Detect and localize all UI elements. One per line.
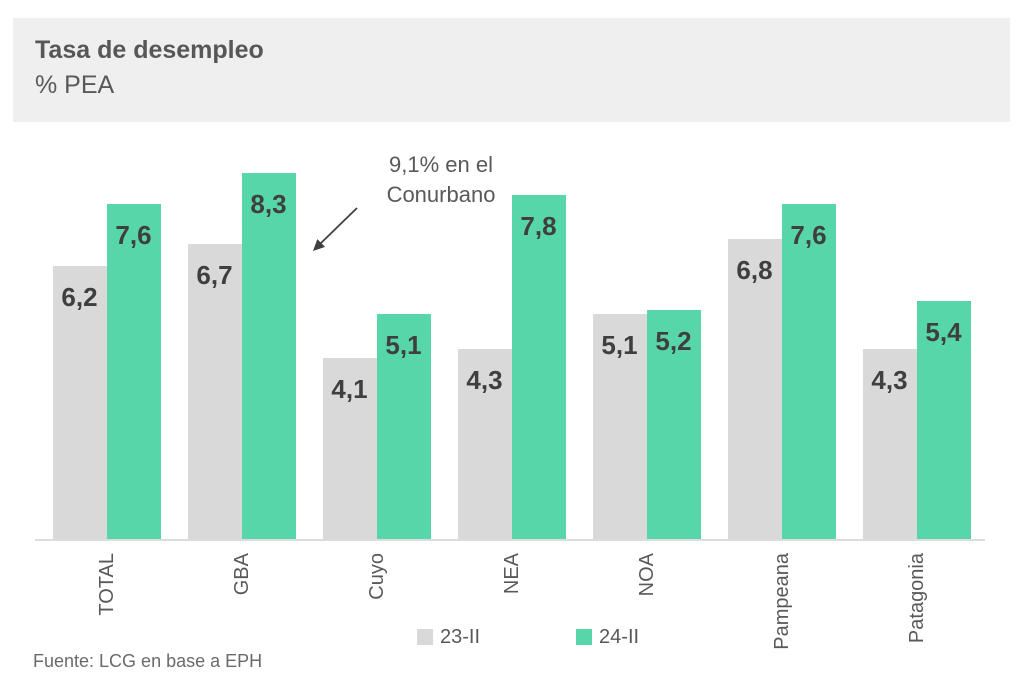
x-axis-label-GBA: GBA <box>230 553 253 596</box>
bar-24-II-NEA: 7,8 <box>511 195 566 539</box>
bar-value-label-23-II-Cuyo: 4,1 <box>331 374 368 404</box>
annotation-conurbano: 9,1% en el Conurbano <box>356 150 526 210</box>
x-axis-line <box>35 539 985 541</box>
bar-23-II-NOA: 5,1 <box>592 314 647 539</box>
bar-24-II-Pampeana: 7,6 <box>781 204 836 539</box>
source-note: Fuente: LCG en base a EPH <box>33 651 263 671</box>
annotation-line2: Conurbano <box>386 182 496 207</box>
x-axis-label-Cuyo: Cuyo <box>365 553 388 600</box>
bar-value-label-23-II-TOTAL: 6,2 <box>61 282 98 312</box>
bar-value-label-24-II-NOA: 5,2 <box>655 326 692 356</box>
bar-value-label-24-II-TOTAL: 7,6 <box>115 220 152 250</box>
legend-label-23-II: 23-II <box>440 626 481 648</box>
bar-value-label-23-II-Pampeana: 6,8 <box>736 255 773 285</box>
bar-value-label-23-II-GBA: 6,7 <box>196 260 233 290</box>
bar-24-II-NOA: 5,2 <box>646 310 701 539</box>
legend-item-23-II: 23-II <box>417 626 481 648</box>
bar-value-label-24-II-NEA: 7,8 <box>520 211 557 241</box>
chart-title: Tasa de desempleo <box>35 36 264 64</box>
bar-23-II-Pampeana: 6,8 <box>727 239 782 539</box>
x-axis-label-NOA: NOA <box>635 553 658 597</box>
legend-label-24-II: 24-II <box>599 626 640 648</box>
bar-value-label-24-II-GBA: 8,3 <box>250 189 287 219</box>
bar-value-label-23-II-Patagonia: 4,3 <box>871 365 908 395</box>
bar-value-label-24-II-Pampeana: 7,6 <box>790 220 827 250</box>
bar-23-II-Cuyo: 4,1 <box>322 358 377 539</box>
bar-24-II-TOTAL: 7,6 <box>106 204 161 539</box>
x-axis-label-Patagonia: Patagonia <box>905 553 928 644</box>
chart-header: Tasa de desempleo % PEA <box>13 18 1010 122</box>
bar-value-label-23-II-NOA: 5,1 <box>601 330 638 360</box>
bar-24-II-GBA: 8,3 <box>241 173 296 539</box>
legend-item-24-II: 24-II <box>576 626 640 648</box>
bar-24-II-Patagonia: 5,4 <box>916 301 971 539</box>
x-axis-label-Pampeana: Pampeana <box>770 553 793 650</box>
legend-swatch-23-II <box>417 629 433 645</box>
bar-value-label-24-II-Cuyo: 5,1 <box>385 330 422 360</box>
bar-value-label-24-II-Patagonia: 5,4 <box>925 317 962 347</box>
legend-swatch-24-II <box>576 629 593 645</box>
bar-23-II-TOTAL: 6,2 <box>52 266 107 539</box>
bar-23-II-NEA: 4,3 <box>457 349 512 539</box>
bar-23-II-GBA: 6,7 <box>187 244 242 539</box>
bar-value-label-23-II-NEA: 4,3 <box>466 365 503 395</box>
chart-subtitle: % PEA <box>35 71 115 99</box>
legend: 23-II 24-II <box>417 626 640 648</box>
bar-24-II-Cuyo: 5,1 <box>376 314 431 539</box>
annotation-line1: 9,1% en el <box>389 152 493 177</box>
x-axis-label-NEA: NEA <box>500 553 523 595</box>
x-axis-label-TOTAL: TOTAL <box>95 553 118 616</box>
bar-23-II-Patagonia: 4,3 <box>862 349 917 539</box>
annotation-arrow-icon <box>313 207 358 251</box>
